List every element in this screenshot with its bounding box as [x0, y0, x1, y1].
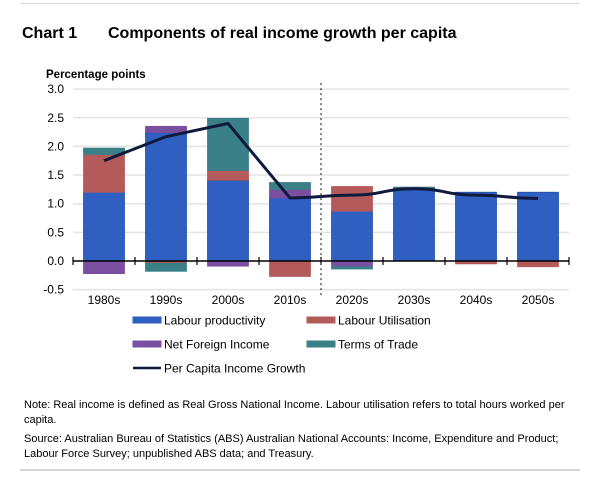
y-tick-label: 0.0 — [47, 254, 64, 268]
chart-source: Source: Australian Bureau of Statistics … — [24, 433, 559, 460]
legend-label: Labour Utilisation — [338, 314, 431, 328]
bar-labour-utilisation — [207, 170, 249, 181]
legend-label: Per Capita Income Growth — [164, 362, 305, 376]
bottom-divider — [20, 469, 580, 471]
bar-terms-of-trade — [269, 182, 311, 190]
x-tick-label: 1990s — [150, 293, 183, 307]
y-axis-ticks: 3.0 2.5 2.0 1.5 1.0 0.5 0.0 -0.5 — [43, 82, 64, 297]
x-tick-label: 2040s — [460, 293, 493, 307]
per-capita-line — [103, 121, 539, 201]
bar-labour-productivity — [517, 191, 559, 262]
top-divider — [20, 3, 580, 4]
x-tick-label: 2010s — [274, 293, 307, 307]
bar-labour-utilisation — [331, 186, 373, 212]
bar-labour-utilisation — [517, 260, 559, 268]
legend: Labour productivity Labour Utilisation Net… — [132, 314, 431, 376]
bar-terms-of-trade — [83, 147, 125, 155]
y-axis-label: Percentage points — [46, 69, 146, 81]
bar-net-foreign-income — [83, 260, 125, 275]
legend-label: Net Foreign Income — [164, 338, 270, 352]
y-tick-label: -0.5 — [43, 283, 64, 297]
bar-labour-utilisation — [269, 260, 311, 277]
bar-labour-productivity — [393, 188, 435, 262]
bar-labour-productivity — [331, 210, 373, 262]
bar-labour-productivity — [145, 132, 187, 262]
legend-swatch — [306, 340, 336, 348]
x-tick-label: 2050s — [522, 293, 555, 307]
y-tick-label: 2.0 — [47, 139, 64, 153]
legend-swatch — [132, 316, 162, 324]
y-tick-label: 1.0 — [47, 197, 64, 211]
x-axis-ticks: 1980s 1990s 2000s 2010s 2020s 2030s 2040s 2050s — [88, 293, 555, 307]
bar-labour-productivity — [269, 197, 311, 262]
y-tick-label: 2.5 — [47, 111, 64, 125]
legend-label: Terms of Trade — [338, 338, 418, 352]
y-tick-label: 1.5 — [47, 168, 64, 182]
y-tick-label: 0.5 — [47, 225, 64, 239]
bar-terms-of-trade — [331, 266, 373, 270]
chart-number: Chart 1 — [22, 25, 78, 42]
legend-swatch — [132, 340, 162, 348]
bar-labour-productivity — [83, 191, 125, 262]
x-tick-label: 2000s — [212, 293, 245, 307]
chart-title-text: Components of real income growth per cap… — [108, 25, 457, 42]
legend-label: Labour productivity — [164, 314, 265, 328]
bar-net-foreign-income — [207, 260, 249, 267]
bar-terms-of-trade — [145, 262, 187, 272]
x-tick-label: 2030s — [398, 293, 431, 307]
chart-title: Chart 1 Components of real income growth … — [22, 25, 457, 43]
bars — [83, 117, 559, 277]
chart: Percentage points 3.0 2.5 2.0 1.5 1.0 0.5 0.0 -… — [43, 69, 570, 376]
bar-net-foreign-income — [331, 260, 373, 268]
bar-labour-productivity — [455, 191, 497, 262]
chart-note: Note: Real income is defined as Real Gro… — [24, 399, 565, 426]
per-capita-income-line — [103, 121, 539, 201]
bar-labour-productivity — [207, 179, 249, 262]
x-tick-label: 1980s — [88, 293, 121, 307]
x-tick-label: 2020s — [336, 293, 369, 307]
bar-net-foreign-income — [145, 125, 187, 134]
legend-swatch — [306, 316, 336, 324]
y-tick-label: 3.0 — [47, 82, 64, 96]
